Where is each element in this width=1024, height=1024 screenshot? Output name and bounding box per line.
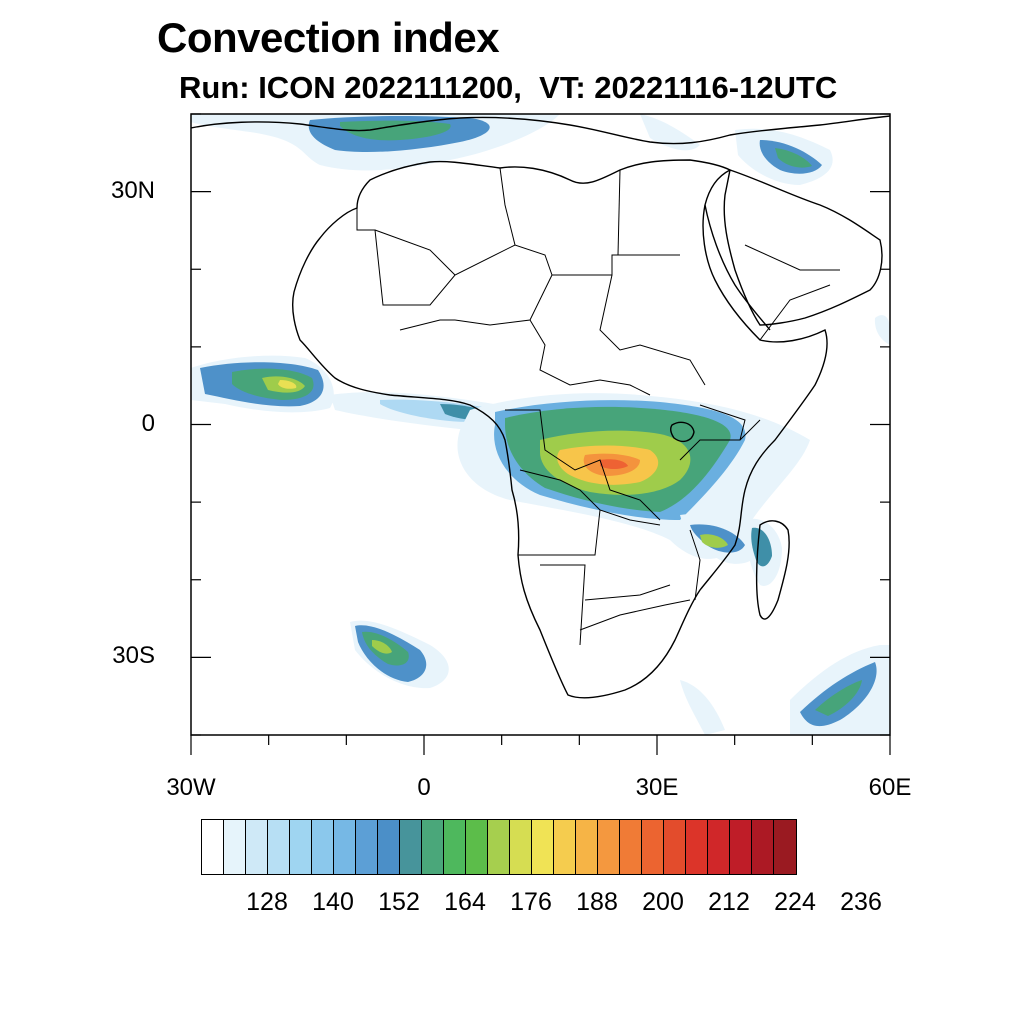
colorbar-label: 164 <box>444 888 486 916</box>
colorbar-swatch <box>422 820 444 874</box>
colorbar-swatch <box>664 820 686 874</box>
colorbar-swatch <box>224 820 246 874</box>
field-region <box>340 120 451 141</box>
colorbar <box>201 819 797 875</box>
colorbar-label: 212 <box>708 888 750 916</box>
chart-subtitle: Run: ICON 2022111200, VT: 20221116-12UTC <box>179 70 837 106</box>
colorbar-swatch <box>312 820 334 874</box>
colorbar-swatch <box>598 820 620 874</box>
field-mozambique <box>680 513 782 586</box>
colorbar-label: 200 <box>642 888 684 916</box>
coastlines <box>191 115 890 699</box>
field-region <box>775 148 812 168</box>
border-line <box>519 469 661 526</box>
colorbar-swatch <box>554 820 576 874</box>
country-borders <box>356 167 840 646</box>
colorbar-swatch <box>246 820 268 874</box>
lon-tick-label: 60E <box>868 774 912 801</box>
border-line <box>744 244 840 271</box>
border-line <box>505 409 661 521</box>
colorbar-swatch <box>510 820 532 874</box>
colorbar-swatch <box>378 820 400 874</box>
field-region <box>751 527 772 567</box>
border-line <box>540 564 586 646</box>
colorbar-swatch <box>730 820 752 874</box>
colorbar-swatch <box>334 820 356 874</box>
border-line <box>529 319 651 396</box>
field-region <box>680 680 725 735</box>
field-region <box>640 114 700 151</box>
field-region <box>815 680 862 716</box>
border-line <box>579 599 691 631</box>
convection-field <box>191 114 890 735</box>
red-sea-coastline <box>704 204 771 331</box>
border-line <box>518 509 601 556</box>
field-region <box>874 315 890 345</box>
border-line <box>584 584 671 601</box>
colorbar-label: 176 <box>510 888 552 916</box>
field-se-indian <box>680 645 890 735</box>
field-atlantic-itcz <box>191 355 334 413</box>
colorbar-swatch <box>356 820 378 874</box>
colorbar-swatch <box>774 820 796 874</box>
field-south-atlantic <box>350 620 449 689</box>
border-line <box>356 208 680 306</box>
lon-tick-label: 30E <box>635 774 679 801</box>
africa-coastline <box>291 159 828 699</box>
colorbar-swatch <box>202 820 224 874</box>
colorbar-swatch <box>532 820 554 874</box>
colorbar-swatch <box>488 820 510 874</box>
colorbar-swatch <box>576 820 598 874</box>
lake-victoria <box>669 421 695 443</box>
lat-tick-label: 30N <box>110 176 155 204</box>
colorbar-swatch <box>466 820 488 874</box>
colorbar-swatch <box>752 820 774 874</box>
lat-tick-label: 30S <box>112 642 155 670</box>
colorbar-swatch <box>708 820 730 874</box>
colorbar-label: 140 <box>312 888 354 916</box>
colorbar-swatch <box>444 820 466 874</box>
field-region <box>278 380 297 389</box>
border-line <box>599 274 706 386</box>
colorbar-label: 188 <box>576 888 618 916</box>
madagascar-coastline <box>755 520 790 620</box>
border-line <box>759 284 831 341</box>
arabia-coastline <box>723 169 883 326</box>
colorbar-label: 224 <box>774 888 816 916</box>
colorbar-swatch <box>290 820 312 874</box>
field-region <box>600 459 628 469</box>
run-label: Run: ICON 2022111200, <box>179 70 522 105</box>
field-region <box>700 534 728 548</box>
colorbar-label: 152 <box>378 888 420 916</box>
border-line <box>739 419 761 441</box>
border-line <box>499 167 516 246</box>
colorbar-label: 128 <box>246 888 288 916</box>
colorbar-swatch <box>400 820 422 874</box>
border-line <box>454 274 553 326</box>
colorbar-swatch <box>268 820 290 874</box>
chart-title: Convection index <box>157 14 500 61</box>
border-line <box>617 169 621 256</box>
field-mediterranean <box>191 114 700 171</box>
colorbar-swatch <box>686 820 708 874</box>
field-middle-east <box>735 128 890 345</box>
border-line <box>374 229 456 276</box>
colorbar-label: 236 <box>840 888 882 916</box>
field-region <box>372 640 392 654</box>
lon-tick-label: 30W <box>166 774 216 801</box>
lat-tick-label: 0 <box>141 409 155 437</box>
colorbar-swatch <box>642 820 664 874</box>
valid-time-label: VT: 20221116-12UTC <box>521 70 838 105</box>
colorbar-swatch <box>620 820 642 874</box>
border-line <box>399 319 455 331</box>
europe-coastline <box>191 115 890 145</box>
axis-ticks <box>190 113 891 755</box>
border-line <box>689 529 701 601</box>
lon-tick-label: 0 <box>417 774 431 801</box>
